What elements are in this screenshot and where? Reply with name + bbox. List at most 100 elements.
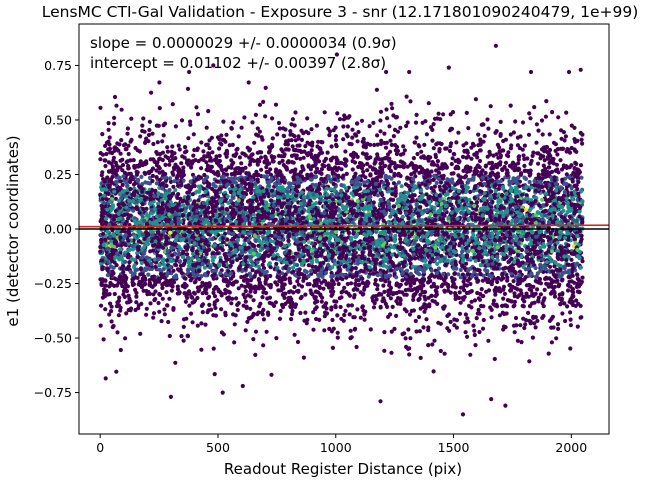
data-point — [251, 298, 256, 303]
data-point — [223, 167, 228, 172]
data-point — [438, 348, 443, 354]
data-point — [558, 158, 563, 163]
data-point — [252, 140, 257, 145]
data-point — [248, 306, 253, 311]
data-point — [243, 289, 248, 294]
data-point — [123, 336, 128, 341]
data-point — [431, 240, 436, 245]
data-point — [425, 156, 430, 161]
data-point — [282, 295, 287, 300]
data-point — [426, 101, 431, 106]
data-point — [375, 133, 380, 138]
data-point — [393, 185, 398, 190]
data-point — [394, 115, 399, 120]
data-point — [164, 183, 169, 188]
data-point — [464, 110, 469, 115]
data-point — [231, 120, 236, 125]
data-point — [468, 165, 473, 170]
data-point — [575, 324, 580, 329]
data-point — [276, 120, 282, 126]
data-point — [322, 328, 327, 333]
data-point — [378, 129, 383, 134]
data-point — [150, 131, 155, 136]
data-point — [199, 274, 204, 279]
data-point — [378, 161, 383, 166]
data-point — [298, 148, 303, 154]
data-point — [329, 305, 334, 310]
data-point — [253, 247, 258, 252]
data-point — [302, 268, 307, 273]
data-point — [268, 172, 274, 177]
data-point — [181, 324, 186, 329]
data-point — [178, 259, 183, 264]
data-point — [460, 249, 465, 254]
data-point — [462, 229, 467, 234]
data-point — [560, 311, 565, 316]
data-point — [350, 135, 355, 140]
data-point — [579, 137, 584, 142]
data-point — [191, 251, 196, 256]
data-point — [373, 267, 378, 272]
data-point — [509, 143, 514, 148]
data-point — [162, 312, 167, 317]
data-point — [422, 175, 427, 180]
data-point — [305, 116, 310, 121]
data-point — [176, 192, 181, 197]
data-point — [289, 153, 295, 158]
data-point — [555, 322, 561, 327]
data-point — [156, 300, 161, 306]
data-point — [362, 317, 367, 322]
data-point — [140, 123, 145, 128]
data-point — [352, 315, 357, 320]
data-point — [541, 257, 546, 262]
data-point — [454, 325, 459, 330]
data-point — [424, 317, 429, 322]
data-point — [400, 278, 405, 283]
data-point — [110, 269, 115, 274]
data-point — [378, 109, 384, 114]
data-point — [389, 350, 394, 355]
data-point — [334, 158, 339, 163]
data-point — [505, 278, 510, 283]
data-point — [492, 356, 497, 362]
data-point — [167, 187, 172, 193]
data-point — [266, 150, 272, 155]
data-point — [121, 270, 126, 275]
data-point — [488, 305, 493, 310]
data-point — [527, 359, 532, 364]
data-point — [217, 153, 222, 158]
data-point — [270, 136, 275, 141]
data-point — [512, 299, 518, 304]
data-point — [128, 158, 133, 163]
data-point — [398, 125, 403, 130]
data-point — [188, 260, 193, 265]
data-point — [138, 272, 143, 277]
data-point — [382, 289, 387, 294]
data-point — [352, 160, 358, 165]
data-point — [341, 318, 346, 323]
data-point — [243, 328, 248, 333]
data-point — [160, 285, 165, 291]
data-point — [518, 323, 523, 328]
data-point — [347, 312, 352, 317]
data-point — [169, 154, 174, 159]
data-point — [371, 305, 377, 310]
data-point — [207, 294, 212, 299]
data-point — [248, 159, 253, 164]
data-point — [277, 316, 283, 321]
data-point — [432, 338, 437, 343]
data-point — [185, 333, 190, 338]
data-point — [314, 123, 319, 128]
data-point — [217, 146, 222, 151]
data-point — [138, 331, 143, 336]
data-point — [547, 132, 552, 137]
data-point — [474, 316, 479, 321]
data-point — [438, 187, 443, 192]
data-point — [258, 230, 263, 235]
data-point — [183, 299, 188, 304]
data-point — [288, 129, 293, 134]
data-point — [451, 151, 456, 157]
data-point — [469, 156, 474, 161]
data-point — [558, 302, 563, 307]
data-point — [149, 284, 154, 289]
